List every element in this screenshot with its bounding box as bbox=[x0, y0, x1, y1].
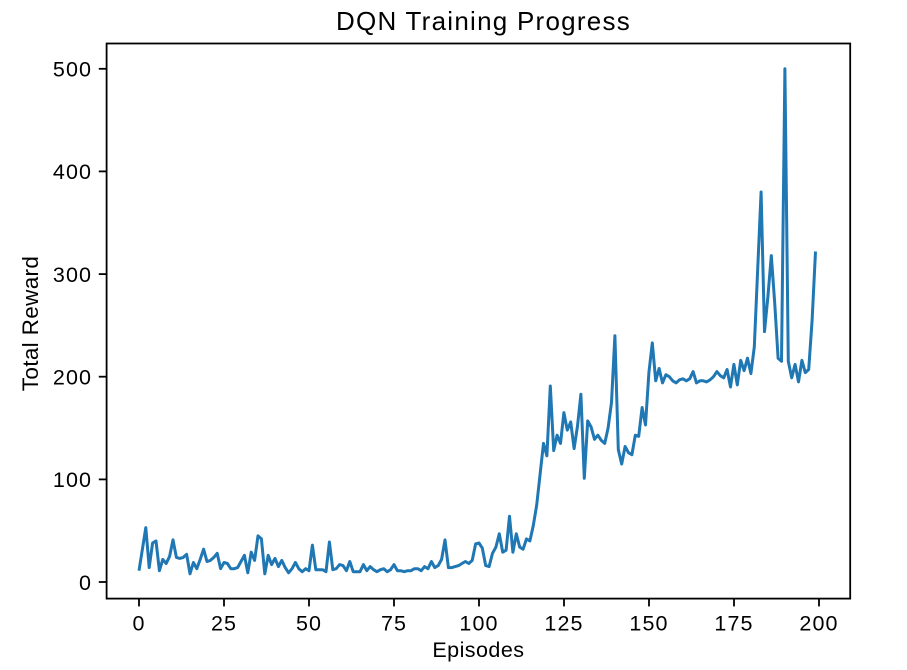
svg-text:Total Reward: Total Reward bbox=[18, 256, 43, 392]
svg-text:DQN Training Progress: DQN Training Progress bbox=[336, 6, 631, 36]
svg-text:200: 200 bbox=[53, 366, 92, 390]
svg-text:75: 75 bbox=[381, 612, 407, 636]
svg-text:200: 200 bbox=[799, 612, 838, 636]
svg-text:300: 300 bbox=[53, 263, 92, 287]
svg-text:0: 0 bbox=[132, 612, 145, 636]
svg-text:Episodes: Episodes bbox=[432, 638, 524, 662]
svg-text:125: 125 bbox=[544, 612, 583, 636]
svg-text:150: 150 bbox=[629, 612, 668, 636]
svg-text:500: 500 bbox=[53, 58, 92, 82]
svg-text:175: 175 bbox=[714, 612, 753, 636]
svg-text:100: 100 bbox=[459, 612, 498, 636]
svg-text:400: 400 bbox=[53, 160, 92, 184]
svg-text:50: 50 bbox=[296, 612, 322, 636]
svg-text:25: 25 bbox=[211, 612, 237, 636]
svg-text:0: 0 bbox=[79, 571, 92, 595]
svg-text:100: 100 bbox=[53, 468, 92, 492]
